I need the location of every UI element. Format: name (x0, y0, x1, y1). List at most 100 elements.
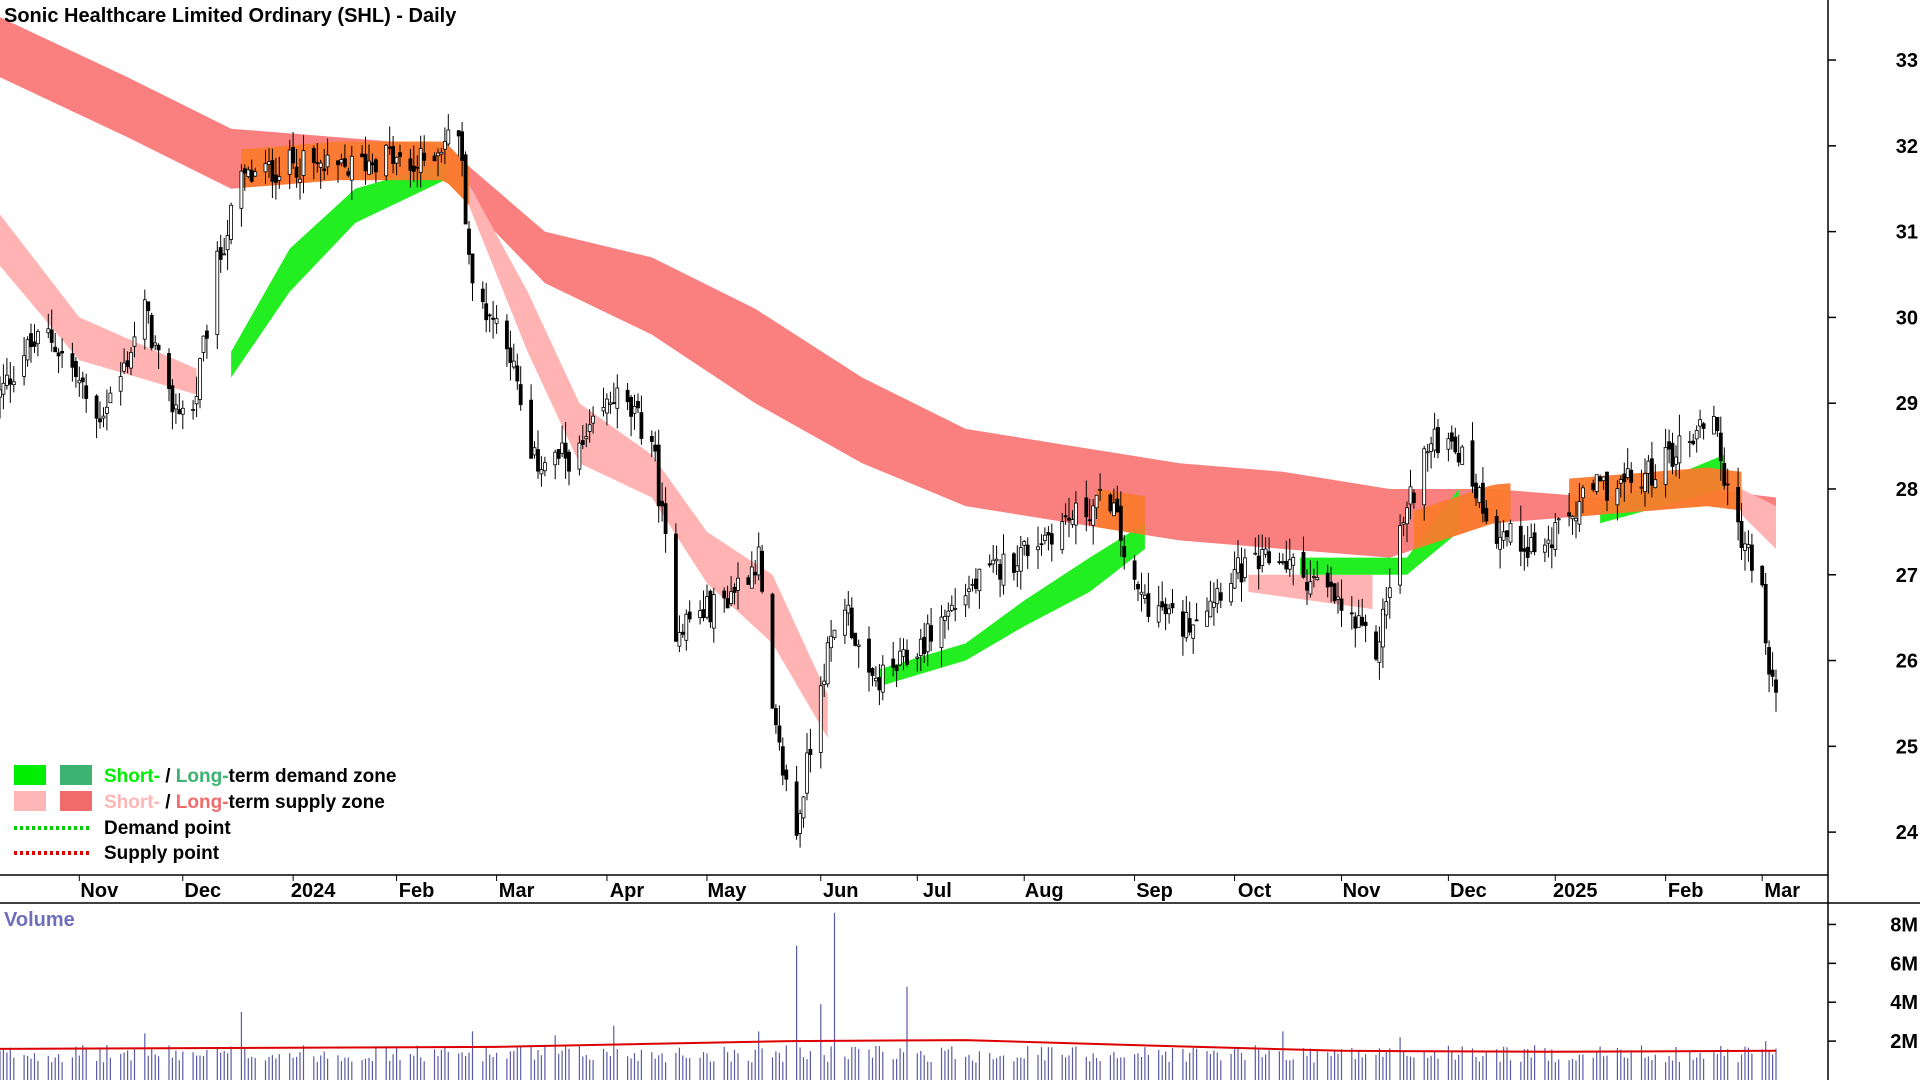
candle (953, 588, 958, 622)
candle-body-up (1215, 588, 1220, 605)
candle (291, 132, 296, 169)
candle (1663, 428, 1668, 498)
candle (1163, 597, 1168, 631)
candle (518, 366, 523, 411)
candle (605, 393, 609, 426)
candle-body-up (298, 178, 302, 183)
candle-body-down (1277, 561, 1282, 564)
candle (1518, 505, 1523, 567)
candle-body-up (511, 360, 516, 368)
candle (680, 623, 685, 638)
candle (70, 342, 75, 382)
candle-body-down (1108, 494, 1113, 512)
candle-body-down (1163, 603, 1168, 615)
candle (760, 544, 764, 594)
candle (1094, 494, 1099, 519)
candle (263, 150, 268, 185)
candle (1360, 598, 1365, 627)
candle-body-up (1405, 507, 1409, 525)
price-tick-label: 32 (1896, 136, 1918, 158)
candle (1132, 555, 1137, 590)
volume-tick-label: 8M (1890, 914, 1918, 936)
candle-body-down (1412, 492, 1416, 504)
candle-body-up (1022, 541, 1027, 546)
candle-body-up (1236, 557, 1240, 574)
candle (698, 600, 702, 625)
candle (1712, 405, 1716, 435)
candle-body-down (1770, 669, 1775, 677)
candle-body-up (1643, 473, 1647, 492)
candle (1267, 537, 1271, 566)
candle (998, 559, 1002, 598)
candle (398, 144, 402, 167)
candle-body-down (156, 344, 161, 351)
candle-body-up (1156, 605, 1161, 623)
candle (832, 629, 837, 640)
overlap-zone-0 (241, 141, 469, 205)
candle (463, 151, 468, 225)
candles-layer (0, 114, 1778, 848)
candle (991, 545, 996, 573)
candle-body-down (777, 725, 782, 743)
candle-body-up (577, 442, 582, 470)
candle-body-up (1501, 531, 1506, 541)
candle (122, 348, 126, 374)
candle (1284, 540, 1289, 573)
candle-body-up (967, 588, 971, 592)
candle (1591, 479, 1596, 492)
candle (587, 409, 592, 443)
candle-body-down (1650, 458, 1654, 486)
candle-body-down (1750, 544, 1754, 571)
candle-body-down (1332, 583, 1337, 602)
candle-body-up (25, 339, 30, 361)
candle-body-down (1605, 471, 1609, 501)
candle (729, 576, 733, 607)
candle-body-up (874, 677, 878, 682)
candle-body-up (1556, 518, 1561, 521)
candle-body-up (1601, 476, 1606, 481)
candle (487, 313, 492, 333)
candle (1356, 599, 1361, 628)
short-term-supply-zone-0 (0, 214, 197, 395)
candle-body-down (218, 247, 223, 260)
candle (422, 135, 427, 167)
candle (701, 590, 706, 622)
candle-body-up (756, 546, 761, 576)
candle-body-down (794, 781, 799, 836)
candle-body-up (605, 398, 609, 414)
candle-body-down (1118, 505, 1123, 541)
candle-body-down (1339, 598, 1344, 611)
candle-body-down (760, 550, 764, 592)
candle (80, 371, 85, 399)
candle (153, 335, 158, 350)
candle-body-up (367, 160, 371, 175)
candle (901, 638, 906, 671)
candle (370, 153, 375, 175)
candle (1253, 537, 1258, 556)
candle-body-up (1546, 539, 1551, 544)
candle (1160, 581, 1165, 611)
candle-body-up (384, 144, 389, 177)
candle (1191, 624, 1196, 654)
x-tick-label: Aug (1025, 880, 1064, 902)
candle-body-down (508, 347, 513, 363)
candle-body-up (36, 331, 40, 345)
candle (749, 551, 754, 589)
candle-body-down (398, 152, 402, 157)
candle (1022, 540, 1027, 556)
candle (1743, 531, 1747, 571)
candle (1363, 614, 1368, 643)
candle (1501, 520, 1506, 549)
short-term-supply-zone-1 (462, 171, 828, 738)
candle-body-down (1049, 533, 1054, 545)
candle-body-down (1567, 512, 1571, 517)
candle (929, 607, 933, 652)
candle-body-down (877, 677, 882, 691)
candle-body-down (1136, 584, 1140, 590)
candle (1405, 501, 1409, 543)
candle (725, 585, 730, 609)
candle-body-down (1194, 619, 1199, 622)
candle-body-down (870, 668, 875, 676)
candle-body-up (118, 376, 123, 392)
candle-body-down (1256, 555, 1261, 570)
